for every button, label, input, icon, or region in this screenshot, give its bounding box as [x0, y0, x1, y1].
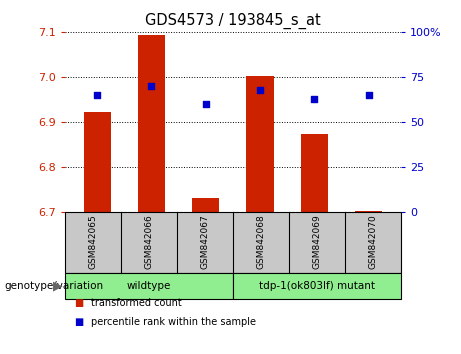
Text: tdp-1(ok803lf) mutant: tdp-1(ok803lf) mutant [259, 281, 375, 291]
Text: ■: ■ [74, 317, 83, 327]
Bar [83, 112, 111, 212]
Text: GSM842067: GSM842067 [200, 214, 209, 269]
Text: ■: ■ [74, 298, 83, 308]
Bar [138, 35, 165, 212]
Text: genotype/variation: genotype/variation [5, 281, 104, 291]
Point [311, 96, 318, 102]
Bar [301, 134, 328, 212]
Text: ▶: ▶ [53, 279, 62, 292]
Bar [246, 76, 273, 212]
Point [94, 92, 101, 98]
Text: wildtype: wildtype [126, 281, 171, 291]
Point [202, 101, 209, 107]
Text: percentile rank within the sample: percentile rank within the sample [91, 317, 256, 327]
Point [148, 83, 155, 89]
Text: GSM842065: GSM842065 [88, 214, 97, 269]
Bar [355, 211, 382, 212]
Bar [192, 198, 219, 212]
Point [256, 87, 264, 92]
Title: GDS4573 / 193845_s_at: GDS4573 / 193845_s_at [145, 13, 321, 29]
Point [365, 92, 372, 98]
Text: GSM842069: GSM842069 [313, 214, 321, 269]
Text: GSM842070: GSM842070 [368, 214, 378, 269]
Text: GSM842068: GSM842068 [256, 214, 266, 269]
Text: transformed count: transformed count [91, 298, 182, 308]
Text: GSM842066: GSM842066 [144, 214, 153, 269]
